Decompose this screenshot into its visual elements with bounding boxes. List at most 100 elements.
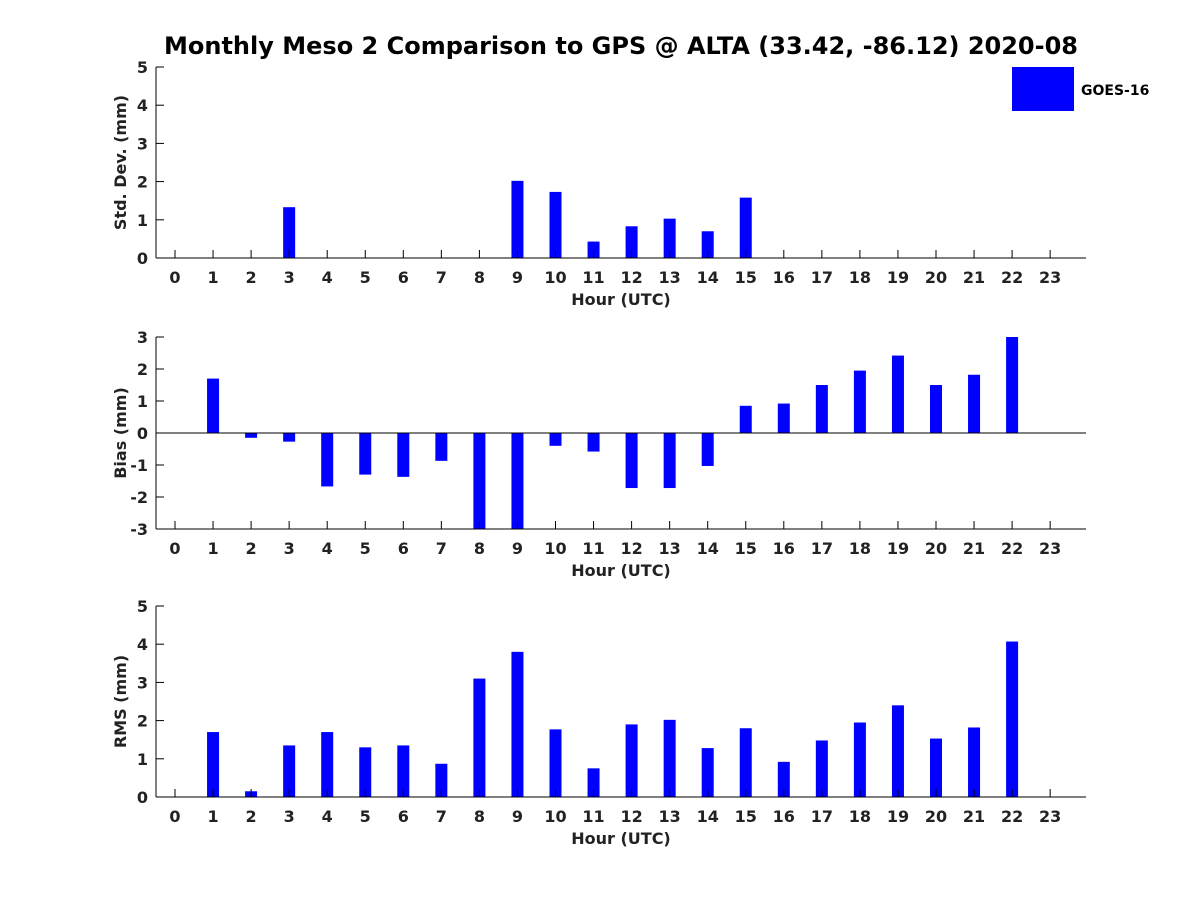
x-tick-label: 18: [849, 807, 871, 826]
x-tick-label: 20: [925, 268, 947, 287]
x-tick-label: 10: [544, 807, 566, 826]
x-tick-label: 10: [544, 268, 566, 287]
bar-15: [739, 728, 752, 797]
x-tick-label: 21: [963, 268, 985, 287]
x-tick-label: 14: [697, 539, 719, 558]
x-tick-label: 15: [735, 807, 757, 826]
bar-8: [473, 678, 486, 797]
bar-3: [283, 745, 296, 797]
bar-2: [245, 433, 258, 438]
bar-3: [283, 433, 296, 442]
x-tick-label: 0: [169, 268, 180, 287]
x-tick-label: 21: [963, 807, 985, 826]
bar-20: [930, 385, 942, 433]
bar-5: [359, 747, 372, 797]
bar-11: [587, 768, 600, 797]
bar-12: [625, 226, 638, 258]
x-axis-label: Hour (UTC): [571, 829, 671, 848]
bar-7: [435, 763, 448, 797]
bar-21: [968, 374, 981, 433]
x-tick-label: 3: [284, 807, 295, 826]
x-tick-label: 13: [659, 268, 681, 287]
y-tick-label: 3: [137, 673, 148, 692]
x-tick-label: 2: [246, 268, 257, 287]
bar-14: [701, 231, 714, 258]
x-tick-label: 2: [246, 539, 257, 558]
x-tick-label: 12: [620, 539, 642, 558]
x-tick-label: 6: [398, 539, 409, 558]
y-tick-label: -3: [130, 520, 148, 539]
bar-16: [777, 761, 790, 797]
x-tick-label: 8: [474, 807, 485, 826]
x-tick-label: 12: [620, 268, 642, 287]
y-tick-label: 1: [137, 211, 148, 230]
x-tick-label: 9: [512, 539, 523, 558]
x-tick-label: 8: [474, 539, 485, 558]
bar-9: [511, 180, 524, 258]
bar-10: [549, 191, 562, 258]
y-tick-label: 5: [137, 58, 148, 77]
bar-20: [930, 738, 942, 797]
x-tick-label: 1: [207, 807, 218, 826]
bar-9: [511, 651, 524, 797]
x-tick-label: 6: [398, 268, 409, 287]
bar-22: [1006, 337, 1019, 433]
x-tick-label: 16: [773, 807, 795, 826]
x-tick-label: 4: [322, 539, 333, 558]
x-tick-label: 18: [849, 539, 871, 558]
bar-19: [891, 705, 904, 797]
x-tick-label: 7: [436, 807, 447, 826]
x-tick-label: 21: [963, 539, 985, 558]
x-tick-label: 2: [246, 807, 257, 826]
x-tick-label: 20: [925, 539, 947, 558]
bar-12: [625, 433, 638, 489]
x-tick-label: 17: [811, 807, 833, 826]
x-tick-label: 0: [169, 539, 180, 558]
x-tick-label: 16: [773, 539, 795, 558]
x-tick-label: 18: [849, 268, 871, 287]
x-tick-label: 7: [436, 539, 447, 558]
y-tick-label: 3: [137, 134, 148, 153]
y-tick-label: 1: [137, 750, 148, 769]
bar-10: [549, 433, 562, 446]
bar-16: [777, 403, 790, 433]
chart-title: Monthly Meso 2 Comparison to GPS @ ALTA …: [164, 32, 1078, 60]
x-tick-label: 17: [811, 268, 833, 287]
bar-17: [815, 740, 828, 797]
x-tick-label: 1: [207, 539, 218, 558]
x-tick-label: 11: [582, 807, 604, 826]
bar-15: [739, 197, 752, 258]
x-tick-label: 19: [887, 807, 909, 826]
x-tick-label: 20: [925, 807, 947, 826]
x-tick-label: 10: [544, 539, 566, 558]
bar-1: [207, 378, 220, 433]
bar-18: [853, 370, 866, 433]
bar-19: [891, 355, 904, 433]
x-tick-label: 19: [887, 539, 909, 558]
x-tick-label: 4: [322, 807, 333, 826]
x-tick-label: 3: [284, 539, 295, 558]
bar-13: [663, 218, 676, 258]
x-tick-label: 22: [1001, 807, 1023, 826]
y-tick-label: 4: [137, 635, 148, 654]
bar-3: [283, 207, 296, 258]
bar-9: [511, 433, 524, 529]
bar-1: [207, 732, 220, 797]
y-tick-label: 0: [137, 424, 148, 443]
bar-5: [359, 433, 372, 475]
x-tick-label: 22: [1001, 268, 1023, 287]
bar-8: [473, 433, 486, 529]
y-tick-label: 0: [137, 249, 148, 268]
bar-7: [435, 433, 448, 461]
x-tick-label: 14: [697, 268, 719, 287]
legend: GOES-16: [1012, 67, 1149, 111]
x-axis-label: Hour (UTC): [571, 290, 671, 309]
bar-6: [397, 745, 410, 797]
bar-15: [739, 405, 752, 433]
y-tick-label: -1: [130, 456, 148, 475]
x-tick-label: 11: [582, 268, 604, 287]
bar-6: [397, 433, 410, 477]
